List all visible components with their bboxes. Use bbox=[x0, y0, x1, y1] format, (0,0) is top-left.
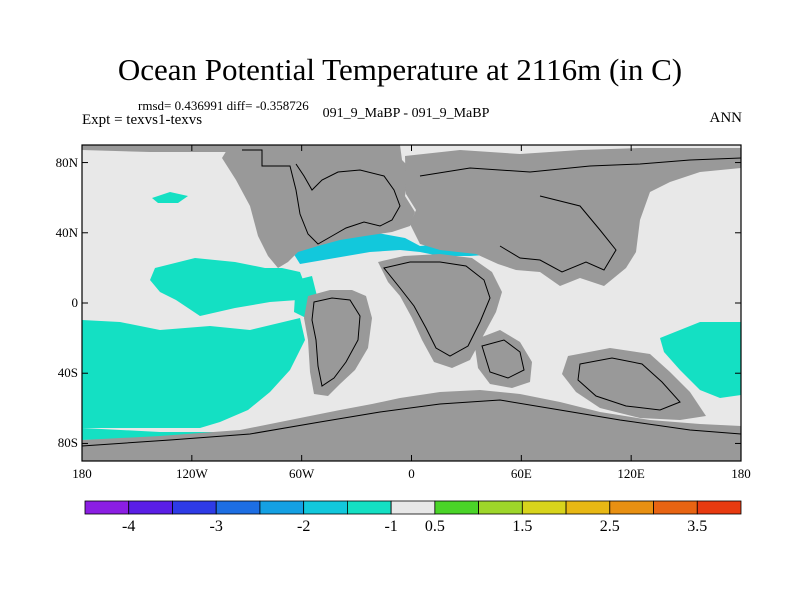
colorbar-swatch bbox=[347, 501, 391, 514]
colorbar-swatch bbox=[610, 501, 654, 514]
lon-label: 60E bbox=[491, 466, 551, 482]
colorbar-label: 0.5 bbox=[410, 518, 460, 536]
colorbar-label: -3 bbox=[191, 518, 241, 536]
colorbar-swatch bbox=[129, 501, 173, 514]
colorbar-swatch bbox=[391, 501, 435, 514]
colorbar-swatch bbox=[172, 501, 216, 514]
colorbar-swatch bbox=[697, 501, 741, 514]
lat-label: 0 bbox=[72, 295, 79, 311]
lat-label: 40N bbox=[56, 225, 78, 241]
lon-label: 120W bbox=[162, 466, 222, 482]
lat-label: 80N bbox=[56, 155, 78, 171]
lat-label: 80S bbox=[58, 435, 78, 451]
lon-label: 0 bbox=[382, 466, 442, 482]
colorbar-swatch bbox=[566, 501, 610, 514]
colorbar bbox=[85, 501, 741, 514]
colorbar-label: 3.5 bbox=[672, 518, 722, 536]
lon-label: 120E bbox=[601, 466, 661, 482]
colorbar-label: -2 bbox=[279, 518, 329, 536]
lat-label: 40S bbox=[58, 365, 78, 381]
colorbar-label: -4 bbox=[104, 518, 154, 536]
colorbar-label: -1 bbox=[366, 518, 416, 536]
colorbar-swatch bbox=[216, 501, 260, 514]
colorbar-label: 1.5 bbox=[497, 518, 547, 536]
colorbar-swatch bbox=[479, 501, 523, 514]
colorbar-swatch bbox=[304, 501, 348, 514]
colorbar-label: 2.5 bbox=[585, 518, 635, 536]
colorbar-swatch bbox=[522, 501, 566, 514]
lon-label: 180 bbox=[52, 466, 112, 482]
colorbar-swatch bbox=[435, 501, 479, 514]
colorbar-swatch bbox=[260, 501, 304, 514]
lon-label: 180 bbox=[711, 466, 771, 482]
colorbar-swatch bbox=[654, 501, 698, 514]
colorbar-swatch bbox=[85, 501, 129, 514]
lon-label: 60W bbox=[272, 466, 332, 482]
